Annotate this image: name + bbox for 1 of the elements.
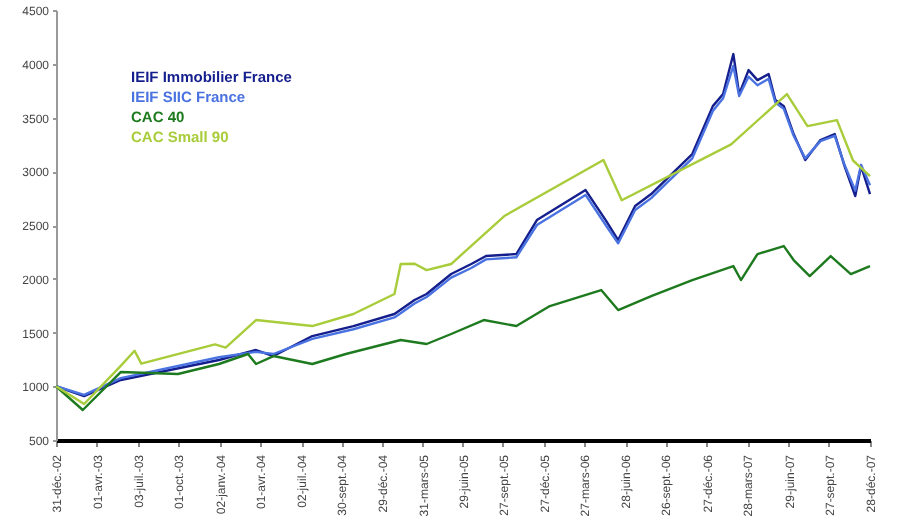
line-series [54, 244, 872, 412]
